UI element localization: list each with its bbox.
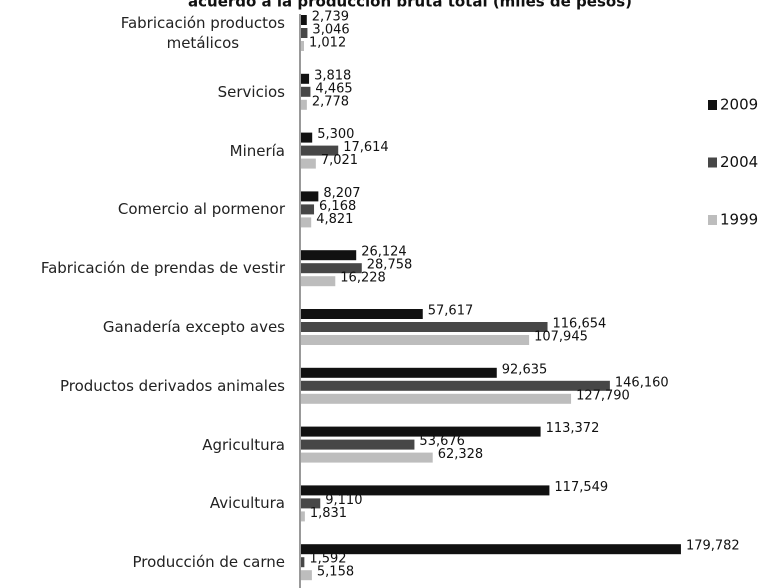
bar bbox=[301, 322, 548, 332]
bar bbox=[301, 41, 304, 51]
category-label: Minería bbox=[229, 141, 285, 160]
value-label: 8,207 bbox=[323, 186, 360, 201]
value-label: 116,654 bbox=[553, 317, 607, 332]
value-label: 179,782 bbox=[686, 539, 740, 554]
bar bbox=[301, 276, 336, 287]
bar bbox=[301, 86, 311, 97]
value-label: 2,778 bbox=[312, 94, 349, 109]
chart-title: acuerdo a la producción bruta total (mil… bbox=[188, 0, 632, 11]
category-label: Servicios bbox=[217, 82, 285, 101]
value-label: 57,617 bbox=[428, 304, 474, 319]
value-label: 1,592 bbox=[309, 552, 346, 567]
bar bbox=[301, 99, 307, 110]
category-label: Fabricación de prendas de vestir bbox=[40, 259, 285, 278]
bar bbox=[301, 544, 681, 555]
legend-swatch bbox=[708, 100, 717, 110]
value-label: 1,831 bbox=[310, 506, 347, 521]
bar bbox=[301, 335, 530, 345]
category-label: Productos derivados animales bbox=[59, 376, 285, 395]
category-label: Fabricación productos metálicos bbox=[120, 14, 285, 52]
value-label: 16,228 bbox=[340, 271, 386, 286]
value-label: 53,676 bbox=[419, 434, 465, 449]
bar bbox=[301, 367, 497, 378]
value-label: 127,790 bbox=[576, 388, 630, 403]
bar bbox=[301, 158, 316, 169]
value-label: 9,110 bbox=[325, 493, 362, 508]
value-label: 113,372 bbox=[546, 421, 600, 436]
bar bbox=[301, 557, 305, 568]
legend-swatch bbox=[708, 157, 717, 168]
bar bbox=[301, 570, 312, 581]
bar bbox=[301, 511, 305, 522]
bar bbox=[301, 132, 313, 143]
value-label: 7,021 bbox=[321, 153, 358, 168]
bar bbox=[301, 452, 433, 463]
bar bbox=[301, 498, 321, 509]
value-label: 3,046 bbox=[312, 23, 349, 38]
bar bbox=[301, 426, 541, 437]
bar bbox=[301, 439, 415, 450]
value-label: 3,818 bbox=[314, 68, 351, 83]
bar bbox=[301, 191, 319, 202]
bar bbox=[301, 15, 307, 25]
value-label: 17,614 bbox=[343, 140, 389, 155]
bar bbox=[301, 393, 572, 404]
value-label: 4,465 bbox=[315, 81, 352, 96]
bar bbox=[301, 309, 423, 319]
bar bbox=[301, 263, 362, 274]
value-label: 5,158 bbox=[317, 565, 354, 580]
category-label: Avicultura bbox=[209, 494, 285, 513]
category-label: Agricultura bbox=[202, 435, 285, 454]
category-label: Ganadería excepto aves bbox=[102, 318, 285, 336]
legend-label: 2004 bbox=[720, 153, 758, 171]
bar bbox=[301, 217, 312, 228]
bar bbox=[301, 145, 339, 156]
value-label: 4,821 bbox=[316, 212, 353, 227]
value-label: 146,160 bbox=[615, 375, 669, 390]
bar bbox=[301, 28, 308, 38]
bar bbox=[301, 73, 310, 84]
value-label: 28,758 bbox=[367, 258, 413, 273]
value-label: 5,300 bbox=[317, 127, 354, 142]
category-label: Comercio al pormenor bbox=[117, 200, 285, 219]
legend-label: 1999 bbox=[720, 211, 758, 229]
category-label: Producción de carne bbox=[132, 553, 285, 572]
value-label: 62,328 bbox=[438, 447, 484, 462]
value-label: 92,635 bbox=[502, 362, 548, 377]
value-label: 6,168 bbox=[319, 199, 356, 214]
value-label: 117,549 bbox=[554, 480, 608, 495]
bar bbox=[301, 380, 610, 391]
value-label: 1,012 bbox=[309, 36, 346, 51]
value-label: 2,739 bbox=[312, 10, 349, 25]
legend-label: 2009 bbox=[720, 96, 758, 114]
bar bbox=[301, 204, 315, 215]
bar bbox=[301, 250, 357, 261]
bar bbox=[301, 485, 550, 496]
value-label: 107,945 bbox=[534, 330, 588, 345]
value-label: 26,124 bbox=[361, 245, 407, 260]
legend-swatch bbox=[708, 215, 717, 225]
